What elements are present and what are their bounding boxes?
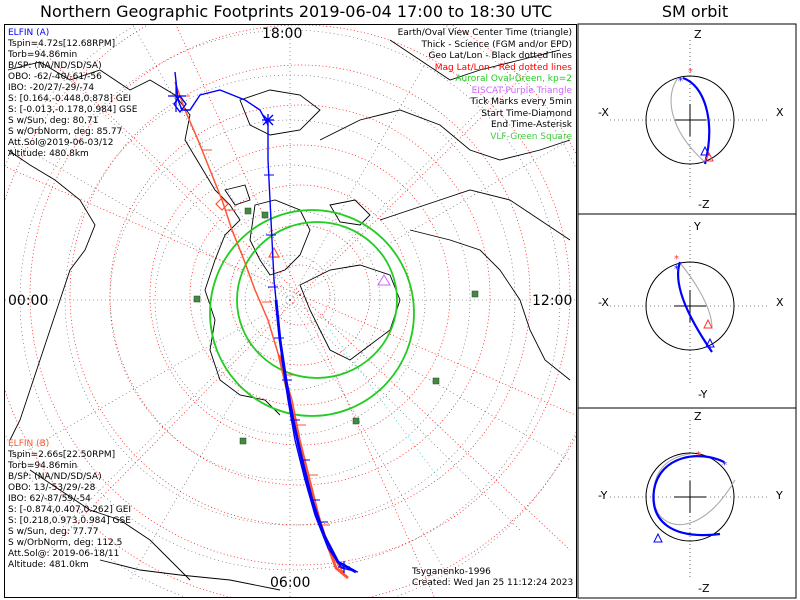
- elfin-b-line: OBO: 13/-53/29/-28: [8, 483, 96, 493]
- elfin-b-line: Altitude: 481.0km: [8, 560, 89, 570]
- label-12: 12:00: [532, 293, 572, 309]
- elfin-b-line: S w/OrbNorm, deg: 112.5: [8, 538, 123, 548]
- svg-text:*: *: [674, 264, 679, 275]
- elfin-a-end-asterisk: [262, 114, 274, 126]
- elfin-a-line: B/SP: (NA/ND/SD/SA): [8, 61, 102, 71]
- sm2-left: -X: [598, 296, 609, 309]
- sm-orbit-yz: * * Z -Z -Y Y: [598, 410, 783, 595]
- elfin-b-line: Tspin=2.66s[22.50RPM]: [8, 450, 116, 460]
- elfin-a-line: Tspin=4.72s[12.68RPM]: [8, 39, 116, 49]
- svg-text:*: *: [678, 76, 683, 87]
- legend-item: Geo Lat/Lon - Black dotted lines: [428, 51, 572, 61]
- label-06: 06:00: [270, 575, 310, 591]
- mag-lat-grid: [5, 25, 576, 597]
- elfin-a-line: S: [-0.013,-0.178,0.984] GSE: [8, 105, 138, 115]
- map-legend: Earth/Oval View Center Time (triangle) T…: [398, 28, 572, 143]
- sm1-right: X: [776, 106, 784, 119]
- sm2-right: X: [776, 296, 784, 309]
- elfin-a-line: OBO: -62/-40/-61/-56: [8, 72, 102, 82]
- credit-model: Tsyganenko-1996: [412, 567, 491, 577]
- elfin-a-line: IBO: -20/27/-29/-74: [8, 83, 95, 93]
- elfin-a-track: [168, 71, 359, 574]
- legend-item: Tick Marks every 5min: [470, 97, 572, 107]
- elfin-b-line: S w/Sun, deg: 77.77: [8, 527, 99, 537]
- sm-panel-yz: [577, 407, 797, 599]
- sm1-top: Z: [694, 28, 702, 41]
- map-frame: [4, 24, 577, 598]
- elfin-a-line: Att.Sol@2019-06-03/12: [8, 138, 114, 148]
- legend-item: Earth/Oval View Center Time (triangle): [397, 28, 572, 38]
- credit-block: Tsyganenko-1996 Created: Wed Jan 25 11:1…: [412, 567, 573, 589]
- elfin-b-name: ELFIN (B): [8, 439, 50, 449]
- elfin-a-line: Altitude: 480.8km: [8, 149, 89, 159]
- legend-item: Mag Lat/Lon - Red dotted lines: [434, 62, 572, 73]
- elfin-a-name: ELFIN (A): [8, 28, 50, 38]
- elfin-b-line: IBO: 62/-87/59/-54: [8, 494, 91, 504]
- sm3-bottom: -Z: [698, 582, 710, 595]
- elfin-b-line: B/SP: (NA/ND/SD/SA): [8, 472, 102, 482]
- sm-orbit-xz: * * Z -Z -X X: [598, 28, 784, 211]
- sm2-bottom: -Y: [698, 388, 708, 401]
- credit-created: Created: Wed Jan 25 11:12:24 2023: [412, 578, 574, 588]
- sm-orbit-title: SM orbit: [661, 2, 729, 21]
- legend-item: End Time-Asterisk: [490, 120, 572, 130]
- vlf-stations: [193, 207, 479, 445]
- elfin-b-line: S: [0.218,0.973,0.984] GSE: [8, 516, 131, 526]
- elfin-b-line: Att.Sol@: 2019-06-18/11: [8, 549, 120, 559]
- elfin-b-info: ELFIN (B) Tspin=2.66s[22.50RPM] Torb=94.…: [8, 439, 131, 571]
- elfin-a-line: S: [0.164,-0.448,0.878] GEI: [8, 94, 132, 104]
- sm-panel-xz: [577, 23, 797, 215]
- sm3-left: -Y: [598, 489, 608, 502]
- sm2-top: Y: [693, 220, 701, 233]
- legend-item: Auroral Oval-Green, kp=2: [455, 74, 572, 84]
- elfin-b-view-triangle: [267, 246, 281, 258]
- sm3-right: Y: [775, 489, 783, 502]
- svg-text:*: *: [722, 460, 727, 471]
- sm1-left: -X: [598, 106, 609, 119]
- coastlines: [7, 39, 571, 591]
- elfin-a-line: S w/OrbNorm, deg: 85.77: [8, 127, 123, 137]
- sm3-top: Z: [694, 410, 702, 423]
- legend-item: Start Time-Diamond: [481, 108, 572, 119]
- svg-text:*: *: [674, 254, 679, 265]
- geo-lon-grid: [5, 25, 576, 597]
- svg-text:*: *: [696, 450, 701, 461]
- sm1-bottom: -Z: [698, 198, 710, 211]
- eiscat-triangle: [377, 274, 391, 286]
- elfin-b-start-diamond: [215, 197, 229, 211]
- elfin-a-info: ELFIN (A) Tspin=4.72s[12.68RPM] Torb=94.…: [8, 28, 137, 160]
- legend-item: VLF-Green Square: [490, 131, 572, 142]
- elfin-b-line: S: [-0.874,0.407,0.262] GEI: [8, 505, 132, 515]
- map-title: Northern Geographic Footprints 2019-06-0…: [40, 2, 553, 21]
- auroral-oval: [209, 209, 415, 417]
- sm-orbit-xy: * * Y -Y -X X: [598, 220, 784, 401]
- elfin-b-line: Torb=94.86min: [8, 461, 78, 471]
- legend-item: EISCAT-Purple Triangle: [471, 85, 572, 96]
- legend-item: Thick - Science (FGM and/or EPD): [421, 39, 572, 50]
- label-18: 18:00: [262, 26, 302, 42]
- elfin-b-track: [174, 81, 349, 580]
- elfin-a-line: Torb=94.86min: [8, 50, 78, 60]
- label-00: 00:00: [8, 293, 48, 309]
- svg-text:*: *: [688, 67, 693, 78]
- elfin-a-line: S w/Sun, deg: 80.71: [8, 116, 99, 126]
